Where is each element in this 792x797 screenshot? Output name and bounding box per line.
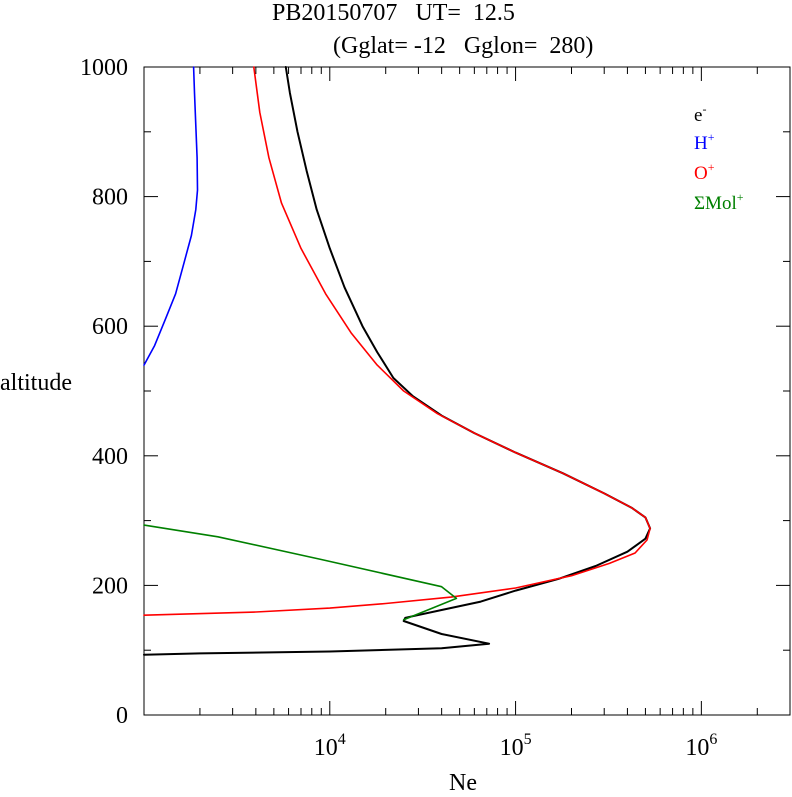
legend-label: ΣMol	[694, 193, 737, 214]
legend-label-sup: -	[702, 102, 707, 116]
y-tick-label: 800	[92, 185, 128, 211]
x-tick-label-exponent: 6	[709, 731, 717, 748]
y-tick-label: 200	[92, 573, 128, 599]
legend-label: O	[694, 163, 708, 184]
series-line-1	[143, 66, 652, 656]
legend-label-sup: +	[736, 190, 744, 204]
x-tick-label-base: 10	[500, 735, 524, 761]
x-tick-label-exponent: 4	[338, 731, 346, 748]
x-tick-label-base: 10	[685, 735, 709, 761]
legend-label-sup: +	[707, 130, 715, 144]
legend-label-sup: +	[707, 160, 715, 174]
legend-label: H	[694, 133, 708, 154]
chart-title: PB20150707 UT= 12.5	[272, 0, 515, 26]
x-tick-label: 106	[685, 731, 717, 761]
y-tick-label: 0	[116, 703, 128, 729]
legend-item-sum-mol-plus: ΣMol+	[694, 190, 744, 215]
x-tick-label: 105	[500, 731, 532, 761]
series-line-4	[143, 524, 458, 621]
y-axis-ticks: 0 200 400 600 800 1000	[80, 55, 790, 729]
series-line-3	[143, 66, 651, 617]
legend-item-h-plus: H+	[694, 130, 715, 155]
x-axis-title: Ne	[449, 770, 477, 796]
y-axis-title: altitude	[0, 370, 72, 396]
y-tick-label: 400	[92, 444, 128, 470]
x-axis-ticks: 104 105 106	[143, 67, 791, 761]
legend-label: e	[694, 105, 703, 126]
series-line-2	[143, 66, 199, 366]
legend-item-o-plus: O+	[694, 160, 715, 185]
chart-subtitle: (Gglat= -12 Gglon= 280)	[333, 33, 594, 59]
y-tick-label: 600	[92, 314, 128, 340]
x-tick-label: 104	[314, 731, 346, 761]
x-tick-label-exponent: 5	[524, 731, 532, 748]
series-layer	[143, 66, 652, 656]
y-tick-label: 1000	[80, 55, 128, 81]
legend-item-electrons: e-	[694, 102, 706, 127]
x-tick-label-base: 10	[314, 735, 338, 761]
